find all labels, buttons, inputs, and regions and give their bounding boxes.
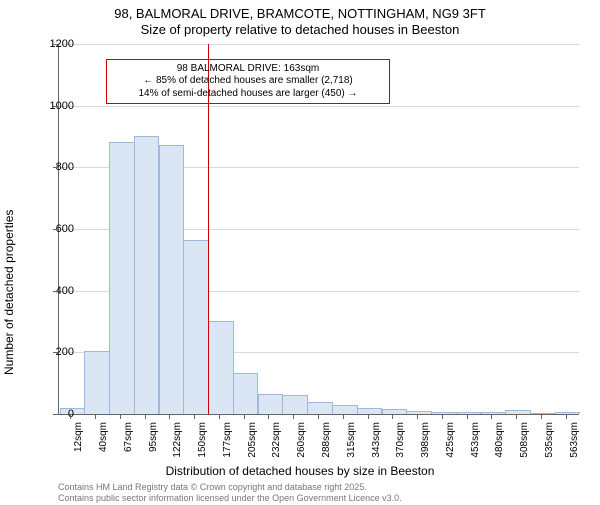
histogram-bar <box>357 408 383 414</box>
x-tick-label: 480sqm <box>494 422 505 470</box>
y-tick-label: 800 <box>44 161 74 173</box>
x-tick-label: 563sqm <box>569 422 580 470</box>
x-tick-label: 288sqm <box>321 422 332 470</box>
callout-line-1: 98 BALMORAL DRIVE: 163sqm <box>113 63 383 76</box>
title-line-1: 98, BALMORAL DRIVE, BRAMCOTE, NOTTINGHAM… <box>0 6 600 22</box>
y-tick-label: 1200 <box>44 38 74 50</box>
x-tick-label: 508sqm <box>519 422 530 470</box>
histogram-bar <box>159 145 185 414</box>
histogram-bar <box>307 402 333 414</box>
x-tick-label: 177sqm <box>222 422 233 470</box>
y-tick-label: 400 <box>44 285 74 297</box>
histogram-bar <box>183 240 209 414</box>
histogram-bar <box>382 409 408 414</box>
histogram-bar <box>233 373 259 414</box>
callout-line-3: 14% of semi-detached houses are larger (… <box>113 88 383 101</box>
histogram-bar <box>555 412 581 414</box>
x-tick-label: 95sqm <box>148 422 159 470</box>
attribution-footer: Contains HM Land Registry data © Crown c… <box>58 482 402 505</box>
footer-line-2: Contains public sector information licen… <box>58 493 402 504</box>
chart-title: 98, BALMORAL DRIVE, BRAMCOTE, NOTTINGHAM… <box>0 0 600 39</box>
callout-box: 98 BALMORAL DRIVE: 163sqm ← 85% of detac… <box>106 59 390 105</box>
histogram-bar <box>431 412 457 414</box>
histogram-bar <box>208 321 234 415</box>
x-tick-label: 40sqm <box>98 422 109 470</box>
histogram-bar <box>332 405 358 414</box>
y-axis-label: Number of detached properties <box>2 65 16 230</box>
histogram-bar <box>406 411 432 414</box>
callout-line-2: ← 85% of detached houses are smaller (2,… <box>113 75 383 88</box>
histogram-bar <box>109 142 135 414</box>
x-tick-label: 260sqm <box>296 422 307 470</box>
x-tick-label: 343sqm <box>371 422 382 470</box>
x-tick-label: 370sqm <box>395 422 406 470</box>
histogram-bar <box>530 413 556 414</box>
x-axis-label: Distribution of detached houses by size … <box>0 464 600 478</box>
x-tick-label: 398sqm <box>420 422 431 470</box>
footer-line-1: Contains HM Land Registry data © Crown c… <box>58 482 402 493</box>
histogram-chart: 98, BALMORAL DRIVE, BRAMCOTE, NOTTINGHAM… <box>0 0 600 500</box>
y-tick-label: 600 <box>44 223 74 235</box>
x-tick-label: 315sqm <box>346 422 357 470</box>
x-tick-label: 150sqm <box>197 422 208 470</box>
histogram-bar <box>505 410 531 414</box>
histogram-bar <box>84 351 110 414</box>
histogram-bar <box>456 412 482 414</box>
x-tick-label: 232sqm <box>271 422 282 470</box>
y-tick-label: 1000 <box>44 100 74 112</box>
histogram-bar <box>282 395 308 415</box>
plot-area: 98 BALMORAL DRIVE: 163sqm ← 85% of detac… <box>58 44 579 415</box>
x-tick-label: 67sqm <box>123 422 134 470</box>
y-tick-label: 200 <box>44 346 74 358</box>
title-line-2: Size of property relative to detached ho… <box>0 22 600 38</box>
histogram-bar <box>134 136 160 415</box>
x-tick-label: 425sqm <box>445 422 456 470</box>
x-tick-label: 535sqm <box>544 422 555 470</box>
histogram-bar <box>481 412 507 414</box>
histogram-bar <box>258 394 284 414</box>
x-tick-label: 205sqm <box>247 422 258 470</box>
x-tick-label: 453sqm <box>470 422 481 470</box>
x-tick-label: 122sqm <box>172 422 183 470</box>
x-tick-label: 12sqm <box>73 422 84 470</box>
